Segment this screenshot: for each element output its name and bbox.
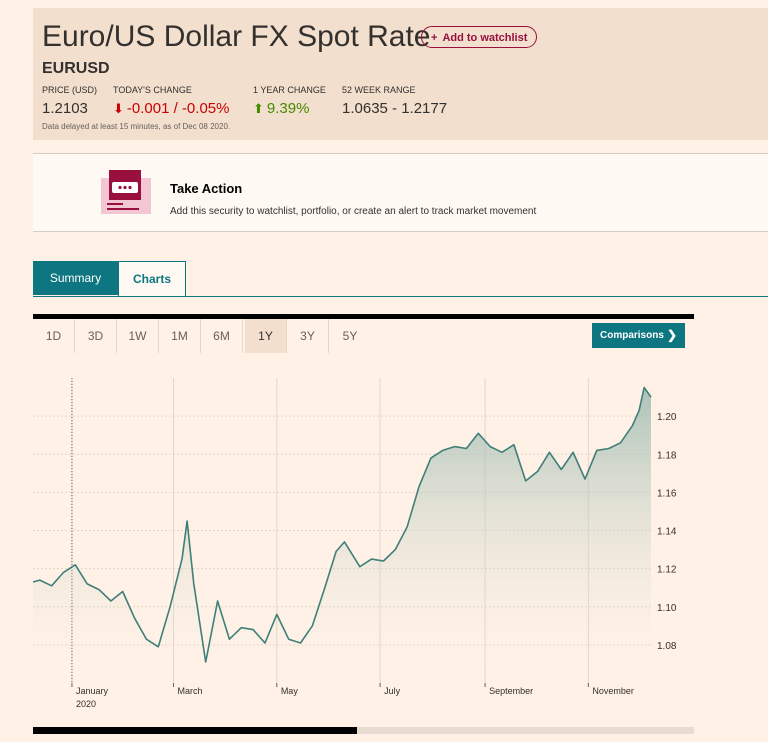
year-change-label: 1 YEAR CHANGE: [253, 85, 326, 95]
x-tick-label: January: [76, 686, 109, 696]
x-tick-label: May: [281, 686, 299, 696]
range-1d[interactable]: 1D: [33, 319, 75, 353]
scroll-track: [33, 727, 694, 734]
range-6m[interactable]: 6M: [201, 319, 243, 353]
y-tick-label: 1.12: [657, 565, 677, 576]
todays-change-stat: TODAY'S CHANGE ⬇ -0.001 / -0.05%: [113, 85, 229, 117]
range-1w[interactable]: 1W: [117, 319, 159, 353]
arrow-up-icon: ⬆: [253, 101, 264, 116]
price-value: 1.2103: [42, 100, 88, 117]
series-line: [32, 386, 652, 663]
x-tick-label: September: [489, 686, 533, 696]
take-action-title: Take Action: [170, 181, 243, 196]
tab-charts[interactable]: Charts: [118, 261, 186, 296]
range-1m[interactable]: 1M: [159, 319, 201, 353]
series-area: [33, 387, 651, 683]
range-3d[interactable]: 3D: [75, 319, 117, 353]
x-tick-label: July: [384, 686, 401, 696]
x-tick-label: 2020: [76, 699, 96, 709]
watchlist-label: Add to watchlist: [442, 32, 528, 44]
chart-top-bar: [33, 314, 694, 319]
price-stat: PRICE (USD) 1.2103: [42, 85, 97, 117]
take-action-panel: Take Action Add this security to watchli…: [33, 153, 768, 232]
week-range-value: 1.0635 - 1.2177: [342, 100, 448, 117]
scroll-thumb[interactable]: [33, 727, 357, 734]
quote-header: Euro/US Dollar FX Spot Rate + Add to watc…: [33, 8, 768, 140]
chevron-right-icon: ❯: [666, 328, 677, 342]
calendar-alert-icon: [101, 170, 151, 214]
x-tick-label: March: [178, 686, 203, 696]
y-tick-label: 1.16: [657, 488, 677, 499]
y-tick-label: 1.20: [657, 412, 677, 423]
delay-note: Data delayed at least 15 minutes, as of …: [42, 122, 231, 131]
arrow-down-icon: ⬇: [113, 101, 124, 116]
year-change-value: 9.39%: [266, 100, 310, 117]
comparisons-button[interactable]: Comparisons ❯: [592, 323, 685, 348]
price-label: PRICE (USD): [42, 85, 98, 95]
tab-summary[interactable]: Summary: [33, 261, 118, 295]
y-tick-label: 1.14: [657, 527, 677, 538]
comparisons-label: Comparisons: [600, 330, 664, 341]
y-tick-label: 1.08: [657, 641, 677, 652]
plus-icon: +: [431, 32, 438, 44]
week-range-label: 52 WEEK RANGE: [342, 85, 416, 95]
y-tick-label: 1.18: [657, 450, 677, 461]
add-to-watchlist-button[interactable]: + Add to watchlist: [421, 26, 538, 48]
range-5y[interactable]: 5Y: [342, 329, 358, 343]
range-1y[interactable]: 1Y: [245, 319, 287, 353]
week-range-stat: 52 WEEK RANGE 1.0635 - 1.2177: [342, 85, 447, 117]
todays-change-value: -0.001 / -0.05%: [126, 100, 230, 117]
y-tick-label: 1.10: [657, 603, 677, 614]
year-change-stat: 1 YEAR CHANGE ⬆ 9.39%: [253, 85, 326, 117]
take-action-text: Add this security to watchlist, portfoli…: [170, 206, 537, 217]
range-3y[interactable]: 3Y: [287, 319, 329, 353]
page-title: Euro/US Dollar FX Spot Rate: [42, 20, 431, 53]
symbol: EURUSD: [42, 60, 110, 77]
todays-change-label: TODAY'S CHANGE: [113, 85, 192, 95]
tab-bar: Summary Charts: [33, 261, 768, 297]
x-tick-label: November: [592, 686, 634, 696]
